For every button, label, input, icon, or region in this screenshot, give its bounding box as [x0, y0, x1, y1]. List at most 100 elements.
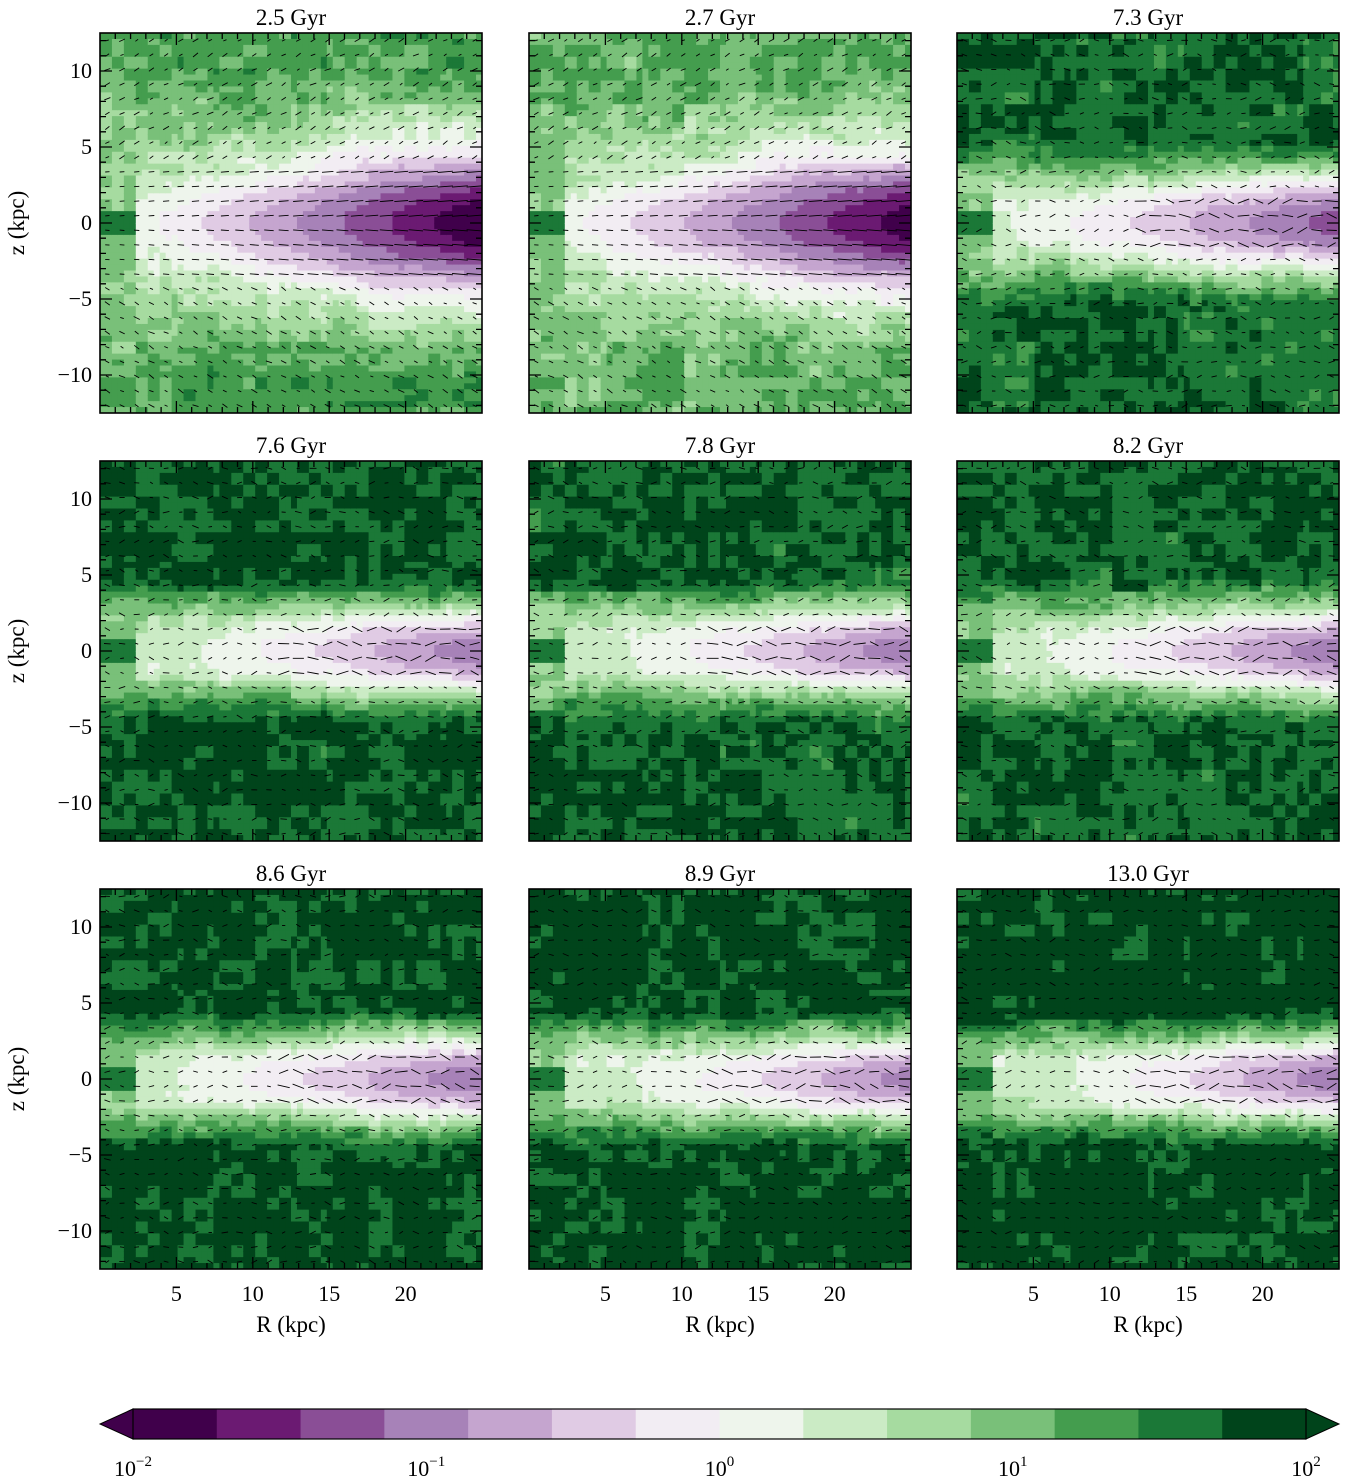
y-tick-label: 5	[81, 562, 92, 587]
panel-title: 8.9 Gyr	[685, 861, 756, 886]
density-field	[529, 33, 911, 413]
colorbar-tick-label: 101	[998, 1454, 1028, 1481]
x-tick-label: 5	[1028, 1281, 1039, 1306]
x-tick-label: 15	[747, 1281, 769, 1306]
velocity-arrows	[103, 466, 481, 836]
colorbar-segment	[635, 1409, 720, 1439]
x-tick-label: 20	[824, 1281, 846, 1306]
y-tick-label: −10	[58, 362, 92, 387]
panel-title: 7.6 Gyr	[256, 433, 327, 458]
y-axis-label: z (kpc)	[4, 1047, 29, 1112]
y-tick-label: 0	[81, 638, 92, 663]
panel: 2.7 Gyr	[528, 5, 912, 414]
colorbar-segment	[970, 1409, 1056, 1439]
colorbar-segment	[384, 1409, 469, 1439]
panel: 2.5 Gyr −10 −5 0 5 10 z (kpc)	[4, 5, 483, 414]
y-tick-label: −5	[69, 1142, 92, 1167]
colorbar-tick-label: 10−1	[407, 1454, 445, 1481]
panel: 7.6 Gyr −10 −5 0 5 10 z (kpc)	[4, 433, 483, 842]
panel-grid: 2.5 Gyr −10 −5 0 5 10 z (kpc) 2.7 Gyr 7.3 Gyr 7.6…	[4, 5, 1340, 1337]
panel-title: 2.5 Gyr	[256, 5, 327, 30]
colorbar-segment	[133, 1409, 218, 1439]
velocity-arrows	[532, 894, 910, 1264]
x-tick-label: 20	[395, 1281, 417, 1306]
y-tick-label: 5	[81, 990, 92, 1015]
velocity-arrows	[532, 466, 909, 836]
y-axis-label: z (kpc)	[4, 191, 29, 256]
y-axis-label: z (kpc)	[4, 619, 29, 684]
velocity-arrows	[960, 894, 1338, 1264]
density-field	[100, 33, 482, 413]
colorbar-tick-label: 10−2	[114, 1454, 152, 1481]
colorbar-segment	[468, 1409, 553, 1439]
panel: 13.0 Gyr 5 10 15 20 R (kpc)	[956, 861, 1340, 1337]
x-axis-label: R (kpc)	[256, 1312, 326, 1337]
velocity-arrows	[961, 38, 1339, 408]
x-axis-label: R (kpc)	[685, 1312, 755, 1337]
colorbar-segment	[1054, 1409, 1139, 1439]
colorbar-extend-low	[98, 1408, 134, 1440]
y-tick-label: 10	[70, 58, 92, 83]
y-tick-label: −5	[69, 714, 92, 739]
y-tick-label: 0	[81, 210, 92, 235]
y-tick-label: −5	[69, 286, 92, 311]
colorbar-segment	[1138, 1409, 1223, 1439]
panel-title: 2.7 Gyr	[685, 5, 756, 30]
panel: 8.6 Gyr −10 −5 0 5 10 z (kpc) 5 10 15 20 R (kpc)	[4, 861, 483, 1337]
colorbar-tick-label: 100	[705, 1454, 735, 1481]
panel-title: 8.6 Gyr	[256, 861, 327, 886]
tick-marks	[529, 33, 911, 413]
density-field	[957, 33, 1339, 413]
colorbar-segment	[887, 1409, 972, 1439]
panel-title: 8.2 Gyr	[1113, 433, 1184, 458]
tick-marks	[100, 461, 482, 841]
panel: 7.8 Gyr	[528, 433, 912, 842]
tick-marks	[100, 33, 482, 413]
tick-marks	[957, 33, 1339, 413]
density-field	[529, 889, 911, 1269]
velocity-arrows	[103, 894, 481, 1264]
colorbar-frame	[132, 1408, 1307, 1440]
colorbar-segment	[803, 1409, 888, 1439]
colorbar-segment	[551, 1409, 637, 1439]
tick-marks	[100, 889, 482, 1269]
density-field	[100, 889, 482, 1269]
colorbar-segment	[216, 1409, 301, 1439]
y-tick-label: 10	[70, 914, 92, 939]
panel-title: 7.3 Gyr	[1113, 5, 1184, 30]
x-tick-label: 5	[600, 1281, 611, 1306]
x-tick-label: 20	[1252, 1281, 1274, 1306]
x-axis-label: R (kpc)	[1113, 1312, 1183, 1337]
x-tick-label: 10	[242, 1281, 264, 1306]
panel-title: 7.8 Gyr	[685, 433, 756, 458]
density-field	[100, 461, 482, 841]
density-field	[957, 889, 1339, 1269]
tick-marks	[957, 889, 1339, 1269]
tick-marks	[529, 461, 911, 841]
y-tick-label: −10	[58, 790, 92, 815]
y-tick-label: 0	[81, 1066, 92, 1091]
panel: 8.2 Gyr	[956, 433, 1340, 842]
colorbar: 10−2 10−1 100 101 102	[98, 1408, 1341, 1481]
x-tick-label: 15	[318, 1281, 340, 1306]
tick-marks	[529, 889, 911, 1269]
density-field	[529, 461, 911, 841]
tick-marks	[957, 461, 1339, 841]
panel-title: 13.0 Gyr	[1107, 861, 1189, 886]
x-tick-label: 5	[171, 1281, 182, 1306]
velocity-arrows	[960, 466, 1337, 836]
y-tick-label: 5	[81, 134, 92, 159]
colorbar-tick-label: 102	[1291, 1454, 1321, 1481]
panel: 8.9 Gyr 5 10 15 20 R (kpc)	[528, 861, 912, 1337]
colorbar-segment	[1222, 1409, 1307, 1439]
panel: 7.3 Gyr	[956, 5, 1340, 414]
velocity-arrows	[104, 37, 482, 408]
y-tick-label: −10	[58, 1218, 92, 1243]
y-tick-label: 10	[70, 486, 92, 511]
velocity-arrows	[533, 37, 911, 408]
colorbar-extend-high	[1305, 1408, 1341, 1440]
colorbar-segment	[719, 1409, 804, 1439]
x-tick-label: 15	[1175, 1281, 1197, 1306]
x-tick-label: 10	[671, 1281, 693, 1306]
x-tick-label: 10	[1099, 1281, 1121, 1306]
